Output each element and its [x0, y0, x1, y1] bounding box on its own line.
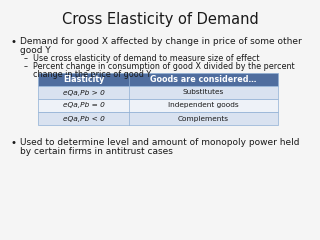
Text: eQa,Pb = 0: eQa,Pb = 0 — [63, 102, 105, 108]
Text: Used to determine level and amount of monopoly power held: Used to determine level and amount of mo… — [20, 138, 300, 147]
Text: Substitutes: Substitutes — [183, 90, 224, 96]
FancyBboxPatch shape — [38, 99, 278, 112]
FancyBboxPatch shape — [38, 112, 278, 125]
Text: –: – — [24, 62, 28, 71]
Text: Percent change in consumption of good X divided by the percent: Percent change in consumption of good X … — [33, 62, 295, 71]
Text: Complements: Complements — [178, 115, 229, 121]
Text: change in the price of good Y: change in the price of good Y — [33, 70, 151, 79]
Text: Elasticity: Elasticity — [63, 75, 104, 84]
Text: Use cross elasticity of demand to measure size of effect: Use cross elasticity of demand to measur… — [33, 54, 260, 63]
Text: –: – — [24, 54, 28, 63]
Text: eQa,Pb > 0: eQa,Pb > 0 — [63, 90, 105, 96]
Text: eQa,Pb < 0: eQa,Pb < 0 — [63, 115, 105, 121]
Text: Demand for good X affected by change in price of some other: Demand for good X affected by change in … — [20, 37, 302, 46]
Text: Goods are considered…: Goods are considered… — [150, 75, 257, 84]
FancyBboxPatch shape — [38, 73, 278, 86]
Text: Cross Elasticity of Demand: Cross Elasticity of Demand — [62, 12, 258, 27]
Text: •: • — [10, 138, 16, 148]
Text: •: • — [10, 37, 16, 47]
Text: by certain firms in antitrust cases: by certain firms in antitrust cases — [20, 147, 173, 156]
Text: Independent goods: Independent goods — [168, 102, 239, 108]
FancyBboxPatch shape — [38, 86, 278, 99]
Text: good Y: good Y — [20, 46, 51, 55]
